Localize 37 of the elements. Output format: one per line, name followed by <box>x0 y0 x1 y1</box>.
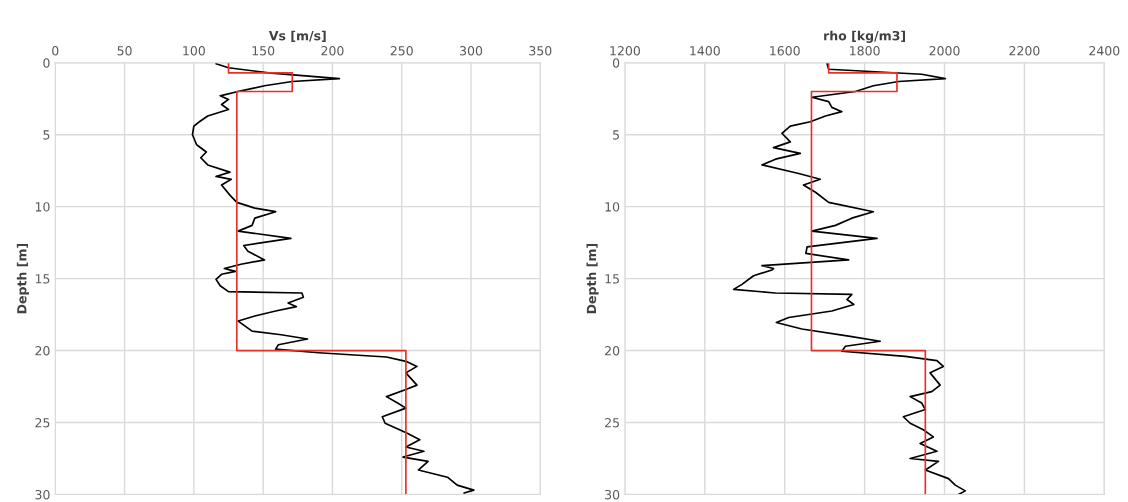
y-tick-label: 10 <box>605 202 620 212</box>
x-tick-label: 2000 <box>929 46 960 56</box>
x-tick-label: 150 <box>252 46 275 56</box>
x-tick-label: 1200 <box>610 46 640 56</box>
y-tick-label: 25 <box>35 417 50 428</box>
y-tick-label: 5 <box>613 130 619 140</box>
y-tick-label: 15 <box>35 274 50 284</box>
y-tick-label: 30 <box>605 489 620 500</box>
x-tick-label: 1400 <box>690 46 720 56</box>
x-tick-label: 200 <box>321 46 344 56</box>
y-tick-label: 20 <box>605 346 620 356</box>
y-tick-label: 0 <box>612 58 620 68</box>
x-tick-label: 1600 <box>770 46 800 56</box>
x-tick-label: 2400 <box>1089 46 1120 56</box>
line-series <box>191 62 475 494</box>
y-tick-label: 20 <box>35 346 50 356</box>
x-tick-label: 300 <box>460 46 483 56</box>
line-series <box>732 62 967 495</box>
y-axis-title: Depth [m] <box>586 243 599 314</box>
x-tick-label: 350 <box>529 46 552 56</box>
y-tick-label: 25 <box>605 417 619 428</box>
x-axis-title: Vs [m/s] <box>268 30 326 42</box>
y-axis-title: Depth [m] <box>16 243 29 314</box>
x-axis-title: rho [kg/m3] <box>824 30 906 43</box>
y-tick-label: 5 <box>43 130 50 140</box>
x-tick-label: 0 <box>52 46 59 56</box>
y-tick-label: 10 <box>35 202 50 212</box>
x-tick-label: 100 <box>183 46 205 56</box>
x-tick-label: 250 <box>390 46 413 56</box>
line-series <box>227 62 407 495</box>
y-tick-label: 0 <box>43 58 50 68</box>
y-tick-label: 30 <box>35 489 50 500</box>
x-tick-label: 2200 <box>1009 46 1040 56</box>
y-tick-label: 15 <box>605 274 619 284</box>
x-tick-label: 50 <box>117 46 132 56</box>
x-tick-label: 1800 <box>850 46 880 56</box>
line-series <box>810 62 927 495</box>
